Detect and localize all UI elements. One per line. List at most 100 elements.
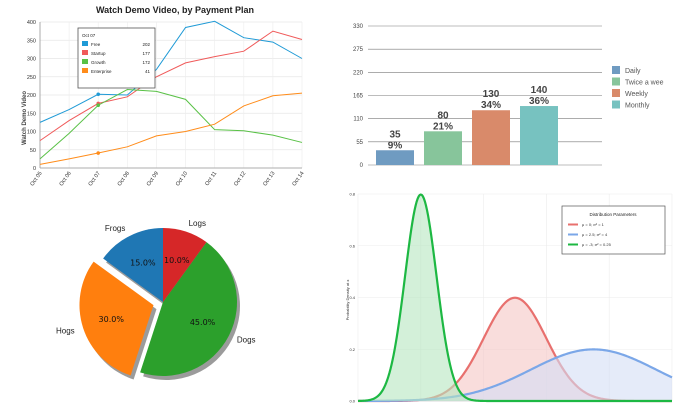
x-tick-label: Oct 07 bbox=[88, 171, 102, 188]
y-tick-label: 330 bbox=[353, 24, 364, 30]
legend-label: μ = 2.5; σ² = 4 bbox=[582, 232, 608, 237]
y-tick-label: 110 bbox=[353, 117, 363, 123]
density-chart-panel: 0.0 0.2 0.4 0.6 0.8 Probability Density at x… bbox=[340, 180, 680, 409]
x-tick-label: Oct 13 bbox=[262, 171, 276, 188]
y-tick-label: 55 bbox=[356, 140, 363, 146]
y-tick-label: 0.0 bbox=[349, 399, 355, 404]
line-chart-panel: Watch Demo Video, by Payment Plan Watch … bbox=[0, 0, 340, 205]
point-growth bbox=[96, 103, 101, 108]
bar-percent-label: 9% bbox=[388, 140, 403, 151]
bar-weekly bbox=[472, 110, 510, 165]
y-tick-label: 0.4 bbox=[349, 295, 355, 300]
legend-label: μ = -3; σ² = 0.25 bbox=[582, 242, 612, 247]
area-2-5-4 bbox=[358, 349, 672, 401]
series-line-enterprise bbox=[39, 92, 303, 165]
y-tick-label: 100 bbox=[27, 130, 36, 136]
legend: Distribution Parameters μ = 0; σ² = 1 μ =… bbox=[561, 205, 666, 255]
bar-value-label: 80 bbox=[437, 110, 449, 121]
bar-value-label: 130 bbox=[483, 89, 500, 100]
x-tick-label: Oct 11 bbox=[204, 171, 218, 187]
legend-swatch-daily bbox=[612, 66, 620, 74]
bar-percent-label: 21% bbox=[433, 121, 453, 132]
legend-swatch-monthly bbox=[612, 100, 620, 109]
y-tick-label: 250 bbox=[27, 75, 36, 81]
legend-label-twice-a-wee: Twice a wee bbox=[625, 80, 664, 87]
tooltip-title: Oct 07 bbox=[82, 33, 96, 38]
curve-3-0-25 bbox=[357, 193, 672, 403]
chart-title: Watch Demo Video, by Payment Plan bbox=[96, 5, 254, 15]
line-chart: Watch Demo Video, by Payment Plan Watch … bbox=[22, 5, 306, 188]
tooltip-item-value: 202 bbox=[142, 42, 150, 47]
slice-label-logs: Logs bbox=[189, 219, 206, 228]
tooltip: Oct 07 Free 202 Startup 177 Growth 172 Enterpr… bbox=[77, 27, 156, 89]
bar-twice-a-wee bbox=[424, 131, 462, 165]
tooltip-swatch bbox=[82, 41, 88, 46]
area-0-1 bbox=[358, 297, 672, 401]
x-tick-label: Oct 08 bbox=[117, 171, 131, 188]
y-tick-label: 50 bbox=[30, 148, 36, 154]
y-tick-label: 0.6 bbox=[349, 243, 355, 248]
y-tick-label: 0 bbox=[33, 166, 36, 172]
y-axis-label: Watch Demo Video bbox=[22, 91, 28, 145]
pie-chart-panel: 15.0% Frogs 30.0% Hogs 45.0% Dogs 10.0% Logs bbox=[0, 205, 340, 409]
tooltip-item-name: Enterprise bbox=[91, 69, 112, 74]
legend-title: Distribution Parameters bbox=[589, 212, 637, 217]
area-3-0-25 bbox=[358, 194, 672, 401]
legend-label-monthly: Monthly bbox=[625, 103, 650, 110]
y-axis-label: Probability Density at x bbox=[345, 280, 350, 321]
tooltip-item-value: 172 bbox=[142, 60, 150, 65]
y-tick-label: 150 bbox=[27, 111, 36, 117]
bar-value-label: 140 bbox=[531, 85, 548, 96]
y-tick-label: 200 bbox=[27, 93, 36, 99]
slice-percent-label: 10.0% bbox=[164, 256, 190, 265]
legend-swatch-twice-a-wee bbox=[612, 77, 620, 86]
y-tick-label: 165 bbox=[353, 94, 364, 100]
slice-percent-label: 15.0% bbox=[130, 258, 156, 267]
point-enterprise bbox=[96, 151, 101, 155]
tooltip-item-name: Startup bbox=[91, 51, 106, 56]
y-tick-label: 0.2 bbox=[349, 347, 355, 352]
series-line-startup bbox=[39, 30, 303, 142]
x-tick-label: Oct 05 bbox=[29, 171, 43, 188]
tooltip-item-value: 41 bbox=[145, 69, 151, 74]
series-line-free bbox=[39, 20, 303, 123]
bar-percent-label: 36% bbox=[529, 96, 549, 107]
bar-daily bbox=[376, 150, 414, 165]
x-tick-label: Oct 09 bbox=[146, 171, 160, 188]
y-tick-label: 400 bbox=[27, 20, 36, 26]
series-line-growth bbox=[39, 89, 303, 160]
legend: Daily Twice a wee Weekly Monthly bbox=[612, 66, 664, 110]
x-tick-label: Oct 06 bbox=[59, 171, 73, 188]
x-tick-label: Oct 12 bbox=[233, 171, 247, 188]
bar-percent-label: 34% bbox=[481, 100, 501, 111]
pie-chart: 15.0% Frogs 30.0% Hogs 45.0% Dogs 10.0% Logs bbox=[56, 219, 256, 381]
slice-label-frogs: Frogs bbox=[105, 224, 125, 233]
y-tick-label: 300 bbox=[27, 57, 36, 63]
tooltip-swatch bbox=[82, 68, 88, 73]
tooltip-item-value: 177 bbox=[142, 51, 150, 56]
tooltip-item-name: Growth bbox=[91, 60, 106, 65]
slice-percent-label: 30.0% bbox=[99, 315, 125, 324]
x-tick-label: Oct 14 bbox=[291, 171, 305, 188]
legend-swatch-weekly bbox=[612, 89, 620, 97]
slice-frogs bbox=[103, 228, 163, 302]
bar-chart-panel: 35 9% 80 21% 130 34% 140 36% 0 55 110 165 220 275 330… bbox=[340, 0, 680, 180]
legend-label: μ = 0; σ² = 1 bbox=[582, 222, 605, 227]
x-tick-label: Oct 10 bbox=[175, 171, 189, 188]
bar-value-label: 35 bbox=[389, 129, 401, 140]
point-free bbox=[96, 92, 101, 97]
slice-percent-label: 45.0% bbox=[190, 318, 216, 327]
slice-hogs bbox=[79, 261, 154, 376]
y-tick-label: 0.8 bbox=[349, 192, 355, 197]
legend-label-daily: Daily bbox=[625, 68, 641, 75]
legend-label-weekly: Weekly bbox=[625, 91, 648, 98]
tooltip-swatch bbox=[82, 50, 88, 55]
slice-logs bbox=[163, 228, 207, 302]
slice-dogs bbox=[140, 242, 238, 377]
y-tick-label: 220 bbox=[353, 70, 364, 76]
tooltip-swatch bbox=[82, 59, 88, 64]
tooltip-item-name: Free bbox=[91, 42, 101, 47]
y-tick-label: 275 bbox=[353, 47, 364, 53]
slice-label-hogs: Hogs bbox=[56, 327, 75, 336]
